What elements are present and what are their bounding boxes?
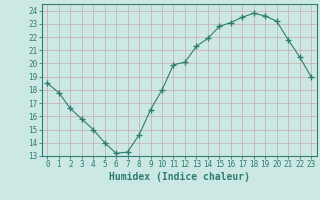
X-axis label: Humidex (Indice chaleur): Humidex (Indice chaleur) [109, 172, 250, 182]
